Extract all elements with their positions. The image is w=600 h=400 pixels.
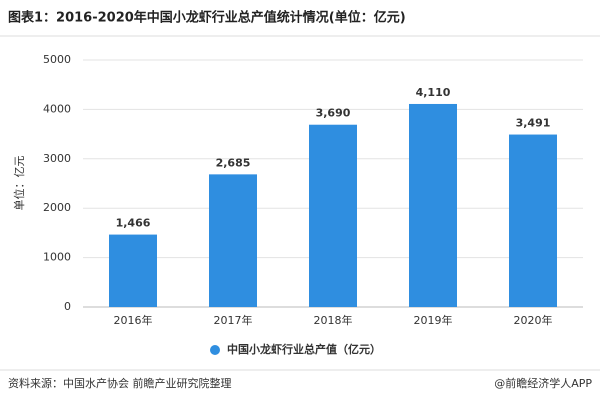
y-tick-label: 4000	[43, 102, 71, 115]
value-label: 3,690	[316, 107, 351, 120]
x-tick-label: 2019年	[414, 313, 453, 327]
bar	[109, 234, 157, 307]
y-axis-label: 单位：亿元	[12, 156, 26, 211]
bar	[509, 134, 557, 307]
legend-marker	[210, 345, 220, 355]
y-tick-label: 2000	[43, 201, 71, 214]
value-label: 3,491	[516, 117, 551, 130]
y-tick-label: 0	[64, 300, 71, 313]
y-tick-label: 5000	[43, 53, 71, 66]
x-tick-label: 2020年	[514, 313, 553, 327]
chart-title: 图表1：2016-2020年中国小龙虾行业总产值统计情况(单位：亿元)	[8, 10, 406, 26]
legend-label: 中国小龙虾行业总产值（亿元）	[227, 342, 381, 356]
value-label: 1,466	[116, 217, 151, 230]
x-tick-label: 2017年	[214, 313, 253, 327]
x-tick-label: 2016年	[114, 313, 153, 327]
value-label: 4,110	[416, 86, 451, 99]
source: 资料来源：中国水产协会 前瞻产业研究院整理	[8, 376, 232, 390]
bar	[309, 124, 357, 308]
credit: @前瞻经济学人APP	[494, 376, 592, 390]
bar	[209, 174, 257, 307]
value-label: 2,685	[216, 156, 251, 169]
y-tick-label: 1000	[43, 251, 71, 264]
x-tick-label: 2018年	[314, 313, 353, 327]
y-tick-label: 3000	[43, 152, 71, 165]
bar	[409, 103, 457, 307]
